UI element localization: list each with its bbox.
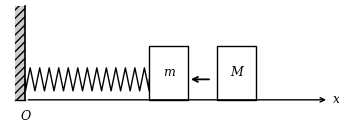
Text: O: O [20,110,31,123]
Text: x: x [333,93,339,106]
Bar [149,46,188,100]
Text: M: M [230,66,243,79]
Text: m: m [163,66,175,79]
Bar [217,46,256,100]
Bar [15,6,25,100]
